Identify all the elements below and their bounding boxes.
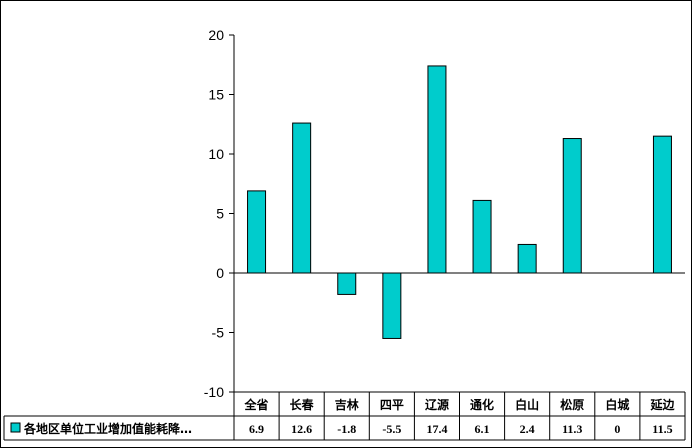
category-label-长春: 长春 — [290, 397, 315, 412]
y-tick-label: 5 — [216, 206, 224, 222]
category-label-辽源: 辽源 — [425, 397, 449, 412]
bar-series — [247, 65, 672, 339]
category-label-四平: 四平 — [380, 398, 404, 412]
y-tick-label: 0 — [216, 265, 224, 281]
bar-松原 — [562, 138, 582, 274]
axes — [233, 35, 685, 392]
value-label-全省: 6.9 — [249, 422, 264, 436]
legend-label: 各地区单位工业增加值能耗降… — [23, 421, 192, 436]
bar-白山 — [517, 243, 537, 274]
category-label-白城: 白城 — [605, 397, 629, 412]
data-table: 全省 6.9 长春 12.6 吉林 -1.8 四平 -5.5 辽源 17.4 通化 6.1 白山 2.4 松… — [3, 391, 686, 441]
value-label-通化: 6.1 — [475, 422, 490, 436]
category-label-吉林: 吉林 — [335, 397, 359, 412]
category-label-延边: 延边 — [649, 397, 675, 412]
y-tick-label: -5 — [212, 325, 225, 341]
category-label-白山: 白山 — [515, 397, 539, 412]
y-tick-label: 10 — [208, 146, 224, 162]
value-label-四平: -5.5 — [382, 422, 401, 436]
category-label-松原: 松原 — [560, 397, 584, 412]
legend-swatch — [10, 422, 21, 433]
y-axis: -10 -5 0 5 10 15 20 — [204, 27, 234, 400]
bar-四平 — [382, 272, 402, 339]
y-tick-label: -10 — [204, 384, 224, 400]
value-label-吉林: -1.8 — [337, 422, 356, 436]
category-label-通化: 通化 — [470, 397, 494, 412]
value-label-松原: 11.3 — [562, 422, 582, 436]
value-label-辽源: 17.4 — [426, 422, 447, 436]
bar-全省 — [247, 190, 267, 274]
bar-延边 — [652, 135, 672, 274]
category-label-全省: 全省 — [244, 397, 269, 412]
value-label-延边: 11.5 — [652, 422, 672, 436]
y-tick-label: 20 — [208, 27, 224, 43]
value-label-长春: 12.6 — [291, 422, 312, 436]
value-label-白城: 0 — [614, 422, 620, 436]
value-label-白山: 2.4 — [520, 422, 535, 436]
bar-通化 — [472, 199, 492, 274]
bar-辽源 — [427, 65, 447, 274]
bar-吉林 — [337, 272, 357, 295]
y-tick-label: 15 — [208, 87, 224, 103]
bar-长春 — [292, 122, 312, 274]
